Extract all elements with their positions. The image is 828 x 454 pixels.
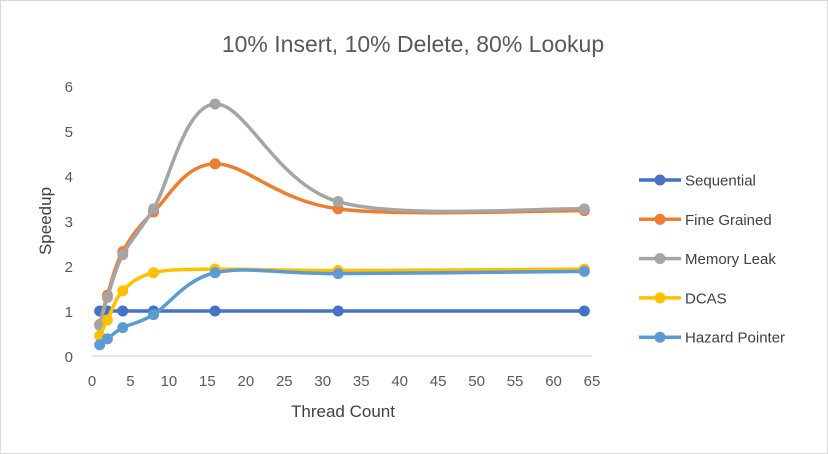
data-point-memory-leak [578, 203, 590, 215]
x-tick-label: 15 [199, 373, 216, 390]
data-point-hazard-pointer [94, 339, 106, 351]
x-tick-label: 50 [468, 373, 485, 390]
x-tick-label: 10 [161, 373, 178, 390]
legend-item-dcas: DCAS [639, 290, 727, 307]
legend-item-memory-leak: Memory Leak [639, 251, 776, 268]
series-line-dcas [97, 267, 587, 338]
data-point-memory-leak [101, 292, 113, 303]
x-tick-label: 65 [584, 373, 601, 390]
legend-label: Fine Grained [685, 212, 772, 229]
legend-marker [654, 331, 666, 343]
x-tick-label: 40 [391, 373, 408, 390]
x-tick-label: 5 [126, 373, 134, 390]
data-point-sequential [332, 305, 344, 317]
y-tick-label: 4 [65, 169, 73, 186]
y-tick-label: 1 [65, 304, 73, 321]
data-point-sequential [117, 305, 129, 317]
data-point-dcas [101, 314, 113, 326]
chart-title: 10% Insert, 10% Delete, 80% Lookup [222, 31, 604, 57]
x-tick-label: 35 [353, 373, 370, 390]
legend-label: Memory Leak [685, 251, 776, 268]
legend-item-fine-grained: Fine Grained [639, 212, 772, 229]
data-point-hazard-pointer [148, 309, 160, 321]
x-tick-label: 25 [276, 373, 293, 390]
data-point-hazard-pointer [117, 322, 129, 334]
y-tick-label: 0 [65, 349, 73, 366]
legend-item-sequential: Sequential [639, 173, 756, 190]
x-axis-title: Thread Count [291, 402, 395, 421]
y-axis-title: Speedup [36, 187, 55, 255]
x-tick-label: 55 [507, 373, 524, 390]
y-tick-label: 6 [65, 79, 73, 96]
legend-item-hazard-pointer: Hazard Pointer [639, 330, 785, 347]
series-line-memory-leak [97, 102, 587, 328]
data-point-fine-grained [209, 158, 221, 170]
data-point-dcas [148, 267, 160, 279]
data-point-sequential [209, 305, 221, 317]
legend-label: DCAS [685, 290, 727, 307]
series-sequential [94, 305, 590, 317]
series-hazard-pointer [94, 265, 590, 351]
legend-marker [654, 253, 666, 265]
y-tick-label: 2 [65, 259, 73, 276]
x-tick-label: 30 [314, 373, 331, 390]
data-point-memory-leak [332, 196, 344, 208]
data-point-hazard-pointer [209, 267, 221, 279]
data-point-hazard-pointer [332, 268, 344, 280]
legend-marker [654, 174, 666, 186]
data-point-hazard-pointer [578, 265, 590, 277]
data-point-memory-leak [148, 203, 160, 215]
legend-marker [654, 292, 666, 304]
legend-label: Sequential [685, 173, 756, 190]
data-point-dcas [117, 285, 129, 297]
x-tick-label: 45 [430, 373, 447, 390]
x-tick-label: 20 [238, 373, 255, 390]
series-memory-leak [94, 98, 590, 331]
legend-label: Hazard Pointer [685, 330, 785, 347]
data-point-hazard-pointer [101, 333, 113, 345]
y-tick-label: 3 [65, 214, 73, 231]
plot-area [94, 98, 590, 351]
legend-marker [654, 213, 666, 225]
legend: Sequential Fine Grained Memory Leak DCAS Haz… [639, 173, 785, 347]
x-tick-label: 0 [88, 373, 96, 390]
data-point-sequential [578, 305, 590, 317]
y-tick-label: 5 [65, 124, 73, 141]
data-point-memory-leak [209, 98, 221, 110]
data-point-memory-leak [117, 249, 129, 261]
x-tick-label: 60 [545, 373, 562, 390]
